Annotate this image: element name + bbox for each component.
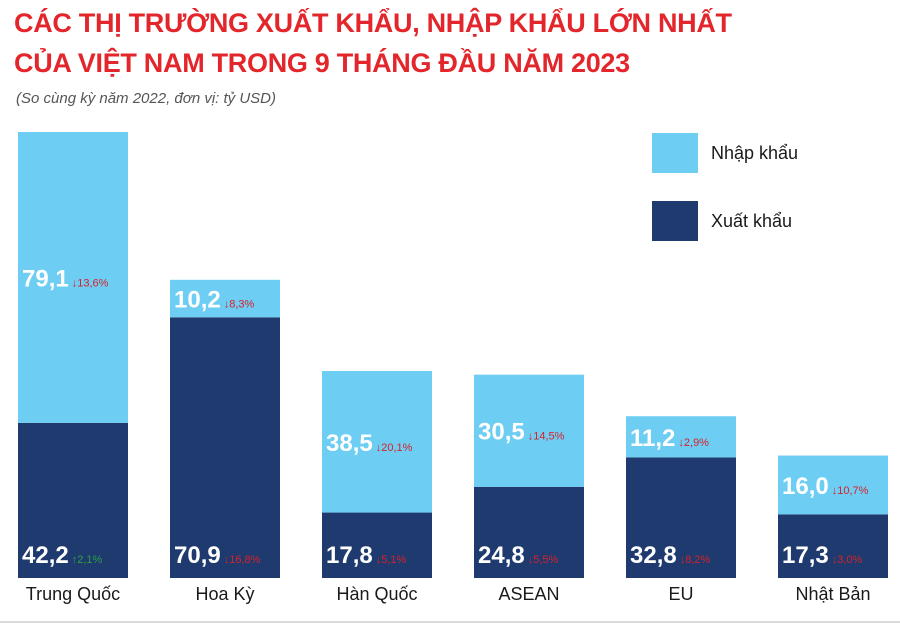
bar-export-nhat-ban — [778, 514, 888, 578]
import-asean-value-label: 30,5 ↓14,5% — [478, 419, 565, 446]
bar-import-trung-quoc — [18, 132, 128, 423]
chart-subtitle: (So cùng kỳ năm 2022, đơn vị: tỷ USD) — [16, 90, 277, 107]
import-trung-quoc-value-label: 79,1 ↓13,6% — [22, 265, 109, 292]
legend-swatch-import — [652, 133, 698, 173]
category-label-han-quoc: Hàn Quốc — [336, 584, 417, 604]
bar-export-trung-quoc — [18, 422, 128, 578]
bar-import-asean — [474, 374, 584, 487]
import-eu-value-label: 11,2 ↓2,9% — [630, 425, 709, 452]
import-hoa-ky-value-label: 10,2 ↓8,3% — [174, 287, 255, 314]
export-hoa-ky-value-label: 70,9 ↓16,8% — [174, 542, 261, 569]
export-nhat-ban-value-label: 17,3 ↓3,0% — [782, 542, 863, 569]
bar-export-asean — [474, 486, 584, 578]
import-nhat-ban-value-label: 16,0 ↓10,7% — [782, 473, 869, 500]
import-han-quoc-value-label: 38,5 ↓20,1% — [326, 430, 413, 457]
bar-import-han-quoc — [322, 370, 432, 513]
bar-import-nhat-ban — [778, 455, 888, 515]
bar-export-eu — [626, 457, 736, 578]
chart-title-line-1: CÁC THỊ TRƯỜNG XUẤT KHẨU, NHẬP KHẨU LỚN … — [14, 8, 732, 38]
legend-label-import: Nhập khẩu — [711, 143, 799, 163]
chart-title-line-2: CỦA VIỆT NAM TRONG 9 THÁNG ĐẦU NĂM 2023 — [14, 48, 630, 78]
export-han-quoc-value-label: 17,8 ↓5,1% — [326, 542, 407, 569]
bottom-divider — [0, 621, 900, 623]
export-trung-quoc-value-label: 42,2 ↑2,1% — [22, 542, 103, 569]
export-asean-value-label: 24,8 ↓5,5% — [478, 542, 559, 569]
category-label-eu: EU — [668, 584, 693, 604]
category-label-asean: ASEAN — [498, 584, 559, 604]
bar-import-eu — [626, 416, 736, 458]
bar-export-han-quoc — [322, 512, 432, 578]
category-label-hoa-ky: Hoa Kỳ — [195, 584, 254, 604]
legend-label-export: Xuất khẩu — [711, 211, 793, 231]
bar-import-hoa-ky — [170, 279, 280, 318]
bar-export-hoa-ky — [170, 317, 280, 578]
category-label-nhat-ban: Nhật Bản — [795, 584, 870, 604]
legend-swatch-export — [652, 201, 698, 241]
export-eu-value-label: 32,8 ↓8,2% — [630, 542, 711, 569]
category-label-trung-quoc: Trung Quốc — [26, 584, 120, 604]
